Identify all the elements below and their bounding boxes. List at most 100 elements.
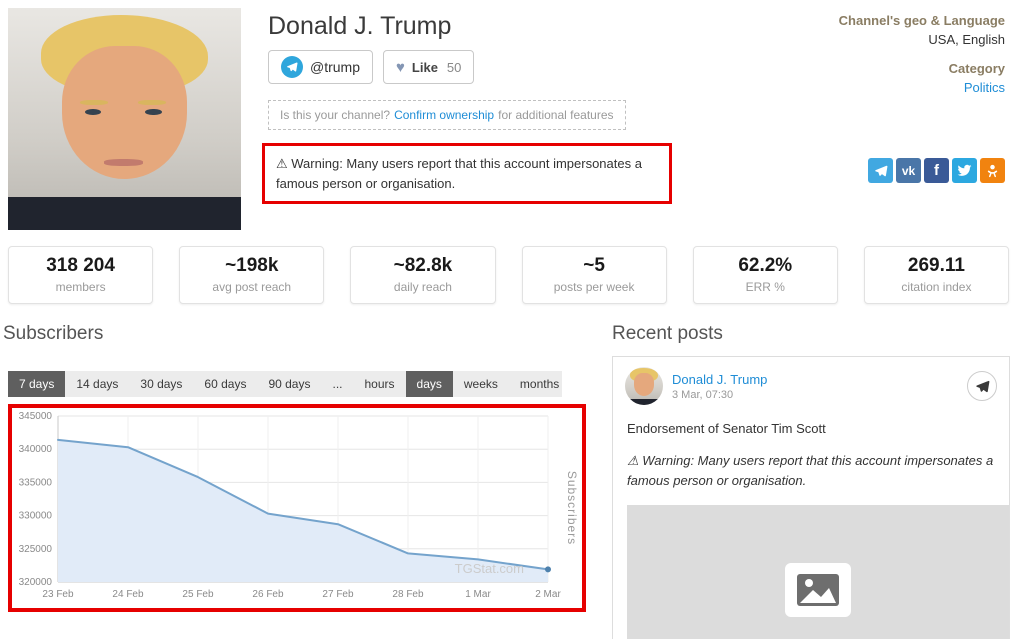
paper-plane-icon	[975, 380, 989, 392]
channel-title: Donald J. Trump	[268, 12, 452, 40]
stat-card-daily-reach: ~82.8k daily reach	[350, 246, 496, 304]
geo-label: Channel's geo & Language	[838, 13, 1005, 28]
subscribers-chart: 320000 325000 330000 335000 340000 345000 23 F…	[8, 404, 586, 612]
svg-text:25 Feb: 25 Feb	[182, 589, 214, 600]
photo-art	[138, 100, 167, 106]
subscribers-heading: Subscribers	[3, 323, 104, 344]
like-button[interactable]: Like 50	[383, 50, 475, 84]
photo-art	[84, 109, 102, 116]
facebook-glyph: f	[934, 162, 939, 179]
stat-card-avg-post-reach: ~198k avg post reach	[179, 246, 325, 304]
stat-value: 318 204	[46, 255, 115, 276]
like-count: 50	[446, 59, 462, 75]
avatar-art	[633, 373, 655, 397]
post-text: Endorsement of Senator Tim Scott	[627, 421, 826, 436]
svg-text:24 Feb: 24 Feb	[112, 589, 144, 600]
stat-label: posts per week	[553, 280, 635, 294]
tab-weeks[interactable]: weeks	[463, 377, 498, 391]
category-label: Category	[948, 60, 1005, 76]
photo-art	[103, 158, 144, 166]
post-impersonation-warning: ⚠ Warning: Many users report that this a…	[627, 453, 994, 488]
photo-art	[145, 109, 162, 116]
svg-text:330000: 330000	[19, 511, 53, 522]
svg-text:320000: 320000	[19, 577, 53, 588]
open-in-telegram-button[interactable]	[967, 371, 997, 401]
image-placeholder-icon	[785, 563, 851, 617]
post-card: Donald J. Trump 3 Mar, 07:30 Endorsement…	[612, 356, 1010, 639]
recent-posts-heading: Recent posts	[612, 323, 723, 344]
geo-value: USA, English	[928, 31, 1005, 47]
telegram-icon	[281, 56, 303, 78]
post-header: Donald J. Trump 3 Mar, 07:30	[613, 357, 1009, 415]
ok-person-icon	[987, 164, 998, 178]
stat-value: ~82.8k	[393, 255, 453, 276]
stat-card-posts-per-week: ~5 posts per week	[521, 246, 667, 304]
category-link[interactable]: Politics	[963, 79, 1005, 95]
svg-text:1 Mar: 1 Mar	[465, 589, 491, 600]
chart-axis-label: Subscribers	[565, 470, 579, 546]
stat-card-citation-index: 269.11 citation index	[863, 246, 1010, 304]
ownership-text-post: for additional features	[498, 108, 614, 122]
facebook-share-icon[interactable]: f	[924, 158, 949, 183]
post-meta: Donald J. Trump 3 Mar, 07:30	[672, 372, 767, 401]
photo-face-art	[61, 45, 188, 179]
channel-info-block: Channel's geo & Language USA, English Ca…	[839, 12, 1005, 97]
channel-photo	[8, 8, 241, 230]
impersonation-warning: ⚠ Warning: Many users report that this a…	[262, 143, 672, 204]
post-author-avatar	[625, 367, 663, 405]
odnoklassniki-share-icon[interactable]	[980, 158, 1005, 183]
tab-60-days[interactable]: 60 days	[204, 377, 247, 391]
tab-days[interactable]: days	[405, 371, 453, 397]
svg-text:340000: 340000	[19, 444, 53, 455]
stat-value: 62.2%	[738, 255, 793, 276]
paper-plane-icon	[287, 62, 298, 72]
social-share-row: vk f	[868, 158, 1005, 183]
svg-text:345000: 345000	[19, 411, 53, 422]
photo-art	[8, 196, 241, 230]
twitter-bird-icon	[957, 164, 972, 176]
chart-range-tabs: 7 days 14 days 30 days 60 days 90 days .…	[8, 371, 562, 397]
stats-row: 318 204 members ~198k avg post reach ~82…	[8, 246, 1010, 304]
stat-card-members: 318 204 members	[8, 246, 154, 304]
post-image-placeholder	[627, 505, 1009, 639]
stat-label: members	[55, 280, 106, 294]
heart-icon	[396, 59, 405, 76]
tgstat-watermark: TGStat.com	[454, 561, 524, 576]
stat-value: 269.11	[907, 255, 965, 276]
channel-actions: @trump Like 50	[268, 50, 475, 84]
username-label: @trump	[310, 59, 360, 75]
stat-label: citation index	[901, 280, 972, 294]
svg-text:325000: 325000	[19, 544, 53, 555]
confirm-ownership-link[interactable]: Confirm ownership	[394, 108, 495, 122]
vk-share-icon[interactable]: vk	[896, 158, 921, 183]
tab-14-days[interactable]: 14 days	[76, 377, 119, 391]
stat-value: ~5	[583, 255, 605, 276]
photo-art	[80, 100, 109, 106]
tab-90-days[interactable]: 90 days	[268, 377, 311, 391]
vk-glyph: vk	[901, 163, 916, 178]
svg-text:2 Mar: 2 Mar	[535, 589, 561, 600]
post-author-link[interactable]: Donald J. Trump	[672, 371, 768, 387]
svg-text:335000: 335000	[19, 477, 53, 488]
telegram-share-icon[interactable]	[868, 158, 893, 183]
svg-text:26 Feb: 26 Feb	[252, 589, 284, 600]
subscribers-chart-svg: 320000 325000 330000 335000 340000 345000 23 F…	[19, 411, 562, 600]
ownership-text-pre: Is this your channel?	[280, 108, 391, 122]
tab-7-days[interactable]: 7 days	[8, 371, 66, 397]
ownership-prompt: Is this your channel? Confirm ownership fo…	[268, 100, 626, 130]
stat-label: avg post reach	[212, 280, 292, 294]
telegram-username-button[interactable]: @trump	[268, 50, 373, 84]
svg-text:23 Feb: 23 Feb	[42, 589, 74, 600]
tab-more-ranges[interactable]: ...	[332, 377, 343, 391]
stat-label: daily reach	[393, 280, 452, 294]
tab-hours[interactable]: hours	[364, 377, 395, 391]
svg-text:27 Feb: 27 Feb	[322, 589, 354, 600]
tab-30-days[interactable]: 30 days	[140, 377, 183, 391]
stat-label: ERR %	[745, 280, 785, 294]
stat-value: ~198k	[225, 255, 279, 276]
stat-card-err: 62.2% ERR %	[692, 246, 838, 304]
twitter-share-icon[interactable]	[952, 158, 977, 183]
paper-plane-icon	[874, 165, 887, 176]
tab-months[interactable]: months	[519, 377, 560, 391]
